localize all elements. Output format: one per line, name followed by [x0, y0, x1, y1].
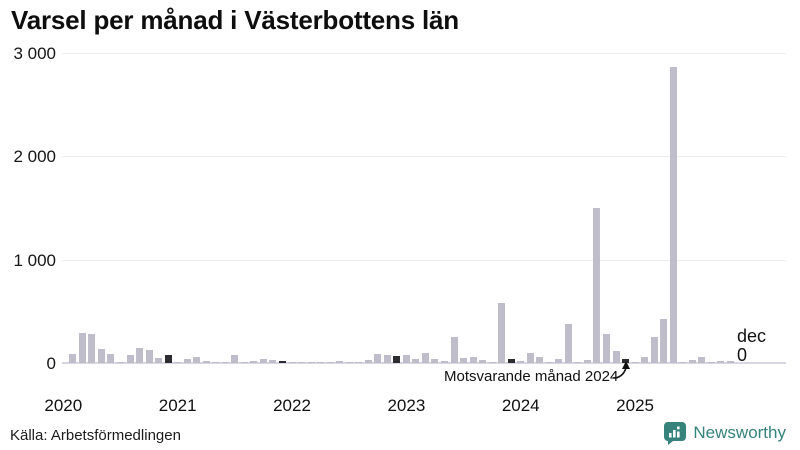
x-axis-year-label: 2024: [501, 396, 540, 415]
bar[interactable]: [174, 361, 182, 363]
gridline: [62, 53, 786, 55]
bar[interactable]: [202, 361, 210, 363]
newsworthy-logo-icon: [664, 422, 687, 445]
newsworthy-branding[interactable]: Newsworthy: [663, 421, 786, 445]
bar[interactable]: [183, 359, 191, 363]
bar[interactable]: [240, 362, 248, 363]
bar[interactable]: [336, 361, 344, 363]
bar[interactable]: [517, 360, 525, 363]
bar[interactable]: [555, 359, 563, 363]
y-axis-tick-label: 3 000: [13, 44, 56, 64]
bar-december[interactable]: [164, 354, 172, 363]
bar[interactable]: [717, 361, 725, 363]
bar[interactable]: [526, 352, 534, 363]
bar-december[interactable]: [393, 356, 401, 363]
bar[interactable]: [545, 362, 553, 363]
bar[interactable]: [155, 358, 163, 363]
newsworthy-logo-text: Newsworthy: [693, 423, 786, 442]
bar[interactable]: [650, 337, 658, 363]
bar[interactable]: [488, 361, 496, 363]
y-axis-tick-label: 1 000: [13, 250, 56, 270]
bar[interactable]: [688, 360, 696, 363]
bar[interactable]: [307, 361, 315, 363]
bar[interactable]: [97, 349, 105, 363]
bar[interactable]: [574, 361, 582, 363]
x-axis-year-label: 2021: [158, 396, 197, 415]
x-axis-year-label: 2023: [387, 396, 426, 415]
bar[interactable]: [536, 357, 544, 363]
latest-point-label: dec 0: [737, 327, 766, 365]
bar[interactable]: [88, 334, 96, 363]
bar[interactable]: [269, 359, 277, 363]
bar[interactable]: [288, 361, 296, 363]
bar[interactable]: [355, 362, 363, 363]
bar[interactable]: [726, 361, 734, 363]
bar[interactable]: [479, 360, 487, 363]
x-axis-year-label: 2020: [44, 396, 83, 415]
bar[interactable]: [298, 362, 306, 363]
y-axis-tick-label: 0: [46, 354, 56, 373]
bar[interactable]: [412, 359, 420, 363]
gridline: [62, 259, 786, 261]
bar-december[interactable]: [278, 360, 286, 363]
bar[interactable]: [564, 323, 572, 363]
source-caption: Källa: Arbetsförmedlingen: [10, 427, 181, 444]
bar[interactable]: [78, 332, 86, 363]
bar[interactable]: [374, 354, 382, 363]
bar[interactable]: [660, 319, 668, 363]
bar[interactable]: [612, 351, 620, 363]
bar[interactable]: [116, 362, 124, 363]
bar-december[interactable]: [507, 359, 515, 363]
bar[interactable]: [250, 360, 258, 363]
bar[interactable]: [450, 337, 458, 363]
bar[interactable]: [69, 353, 77, 363]
bar[interactable]: [383, 355, 391, 363]
bar[interactable]: [631, 362, 639, 363]
x-axis-baseline: [62, 362, 786, 364]
bar[interactable]: [231, 355, 239, 363]
chart-title: Varsel per månad i Västerbottens län: [11, 5, 459, 35]
bar[interactable]: [259, 358, 267, 363]
bar[interactable]: [707, 361, 715, 363]
latest-value-label: 0: [737, 345, 748, 365]
bar[interactable]: [364, 359, 372, 363]
bar[interactable]: [326, 362, 334, 363]
bar[interactable]: [431, 359, 439, 363]
bar[interactable]: [469, 357, 477, 363]
bar[interactable]: [145, 349, 153, 363]
bar[interactable]: [317, 362, 325, 363]
bar[interactable]: [460, 358, 468, 363]
gridline: [62, 156, 786, 158]
bar[interactable]: [498, 303, 506, 363]
y-axis-tick-label: 2 000: [13, 147, 56, 167]
bar[interactable]: [402, 355, 410, 363]
bar-december[interactable]: [622, 359, 630, 363]
bar[interactable]: [603, 334, 610, 363]
bar[interactable]: [593, 208, 601, 363]
bar[interactable]: [421, 353, 429, 363]
bar[interactable]: [126, 355, 134, 363]
bar[interactable]: [679, 361, 687, 363]
bar[interactable]: [345, 362, 353, 363]
bar[interactable]: [193, 357, 201, 363]
latest-month-label: dec: [737, 326, 767, 346]
annotation-label: Motsvarande månad 2024: [444, 368, 619, 385]
x-axis-year-label: 2022: [273, 396, 311, 415]
bar[interactable]: [583, 359, 591, 363]
annotation-arrow-icon: [612, 361, 630, 379]
bar[interactable]: [698, 356, 706, 363]
bar[interactable]: [441, 360, 448, 363]
bar[interactable]: [221, 362, 229, 363]
bar[interactable]: [107, 353, 115, 363]
bar[interactable]: [212, 362, 220, 363]
bar[interactable]: [669, 66, 677, 363]
x-axis-year-label: 2025: [616, 396, 655, 415]
bar[interactable]: [641, 356, 649, 363]
bar[interactable]: [136, 347, 144, 363]
